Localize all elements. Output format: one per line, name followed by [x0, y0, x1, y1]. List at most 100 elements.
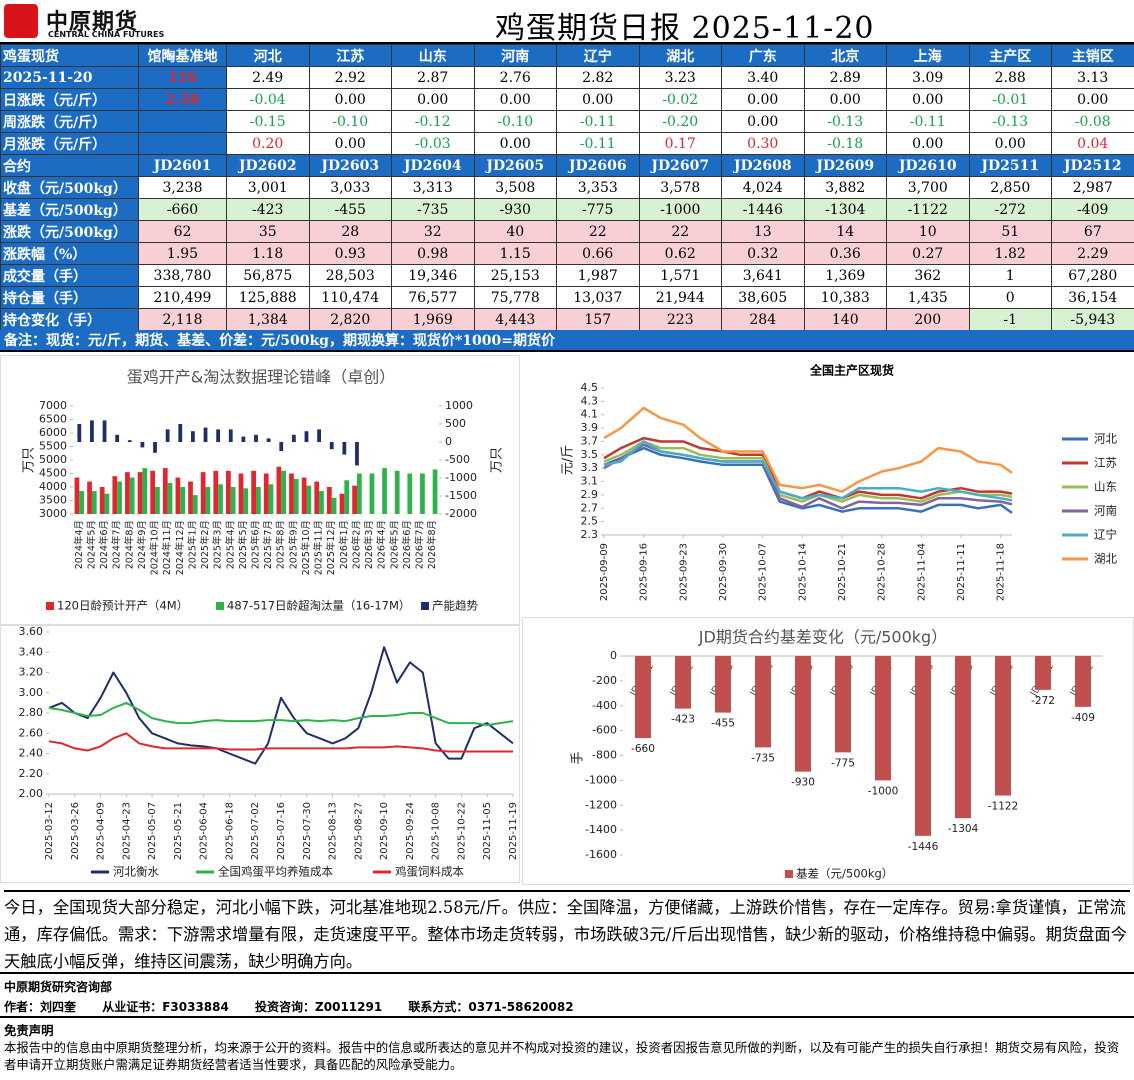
x-tick-label: 2025年4月 [224, 520, 236, 569]
table-cell: 40 [473, 220, 557, 243]
table-cell: 0.00 [886, 88, 970, 111]
y-tick-label: -1500 [445, 489, 477, 502]
bar [115, 434, 120, 442]
x-tick-label: 2025年2月 [199, 520, 211, 569]
table-cell: 日涨跌（元/斤） [0, 88, 139, 111]
table-row: 涨跌幅（%） 1.95 1.18 0.93 0.98 1.15 0.66 0.62 0.32 0.… [0, 242, 1134, 265]
y-tick-label: 3.1 [581, 475, 599, 488]
table-cell: 合约 [0, 154, 139, 177]
x-tick-label: 2025-08-27 [353, 802, 364, 860]
table-cell: 2.82 [556, 66, 640, 89]
table-cell: 110,474 [308, 286, 392, 309]
table-cell: 0.93 [308, 242, 392, 265]
x-tick-label: 2025年7月 [262, 520, 274, 569]
y-tick-label: 2.60 [19, 726, 44, 739]
x-tick-label: 2026年5月 [388, 520, 400, 569]
y-tick-label: -500 [445, 453, 470, 466]
table-cell: 0.00 [556, 88, 640, 111]
table-cell: -5,943 [1051, 308, 1134, 331]
table-cell: 3.40 [721, 66, 805, 89]
table-cell: 0.66 [556, 242, 640, 265]
y2-axis-label: 万只 [490, 447, 505, 473]
chart: JD期货合约基差变化（元/500kg） -1600 -1400 -1200 -1000 -… [522, 617, 1134, 885]
legend-label: 辽宁 [1094, 528, 1117, 542]
x-tick-label: 2026年7月 [414, 520, 426, 569]
bar [1075, 656, 1091, 707]
table-cell: 0.00 [391, 88, 475, 111]
table-cell: 1 [968, 264, 1052, 287]
bar [329, 442, 334, 450]
x-tick-label: 2025-10-07 [758, 543, 769, 601]
bar [317, 429, 321, 442]
table-cell: 32 [391, 220, 475, 243]
table-row: 合约 JD2601 JD2602 JD2603 JD2604 JD2605 JD2606 JD… [0, 154, 1134, 177]
data-label: -272 [1031, 695, 1055, 707]
bar [266, 438, 271, 442]
table-cell: 2.76 [473, 66, 557, 89]
bar [955, 656, 971, 819]
table-cell: -0.11 [886, 110, 970, 133]
bar [213, 470, 219, 514]
x-tick-label: 2026年3月 [363, 520, 375, 569]
bar [104, 493, 110, 514]
y-tick-label: -2000 [445, 507, 477, 520]
header: 中原期货 CENTRAL CHINA FUTURES 鸡蛋期货日报 2025-1… [0, 0, 1134, 46]
legend-label: 河北 [1094, 432, 1117, 446]
x-tick-label: 2025-03-26 [70, 802, 81, 860]
table-cell: 1,969 [391, 308, 475, 331]
table-cell: JD2601 [138, 154, 227, 177]
bar [77, 424, 82, 442]
table-cell: 2,820 [308, 308, 392, 331]
table-cell: 21,944 [638, 286, 722, 309]
bar [319, 491, 324, 514]
table-cell: 0.00 [308, 132, 392, 155]
table-cell: -0.11 [556, 110, 640, 133]
table-cell: 北京 [803, 44, 887, 67]
table-cell: -0.02 [638, 88, 722, 111]
y-tick-label: 3.20 [19, 666, 44, 679]
x-tick-label: 2025-10-22 [456, 802, 467, 860]
table-cell: -0.11 [556, 132, 640, 155]
table-cell: 0.36 [803, 242, 887, 265]
y-tick-label: -1600 [585, 848, 617, 861]
legend-label: 487-517日龄超淘汰量（16-17M） [227, 599, 410, 613]
series-line [48, 646, 514, 765]
legend-label: 基差（元/500kg） [796, 867, 893, 881]
bar [243, 488, 249, 514]
table-cell: 收盘（元/500kg） [0, 176, 139, 199]
table-cell: 0.32 [721, 242, 805, 265]
bar [339, 493, 345, 514]
bar [180, 487, 186, 514]
series-line [603, 440, 1013, 503]
x-tick-label: 2025-04-09 [96, 802, 107, 860]
table-cell: 2.29 [1051, 242, 1134, 265]
table-cell: 28,503 [308, 264, 392, 287]
series-line [48, 732, 513, 753]
table-cell: 1.15 [473, 242, 557, 265]
y-tick-label: 0 [610, 649, 617, 662]
bar [167, 482, 173, 514]
table-cell: 116 [138, 66, 227, 89]
x-tick-label: 2025-09-10 [379, 802, 390, 860]
data-label: -775 [831, 757, 855, 769]
bar [230, 487, 236, 514]
y-tick-label: 4000 [39, 480, 67, 493]
table-cell: 1,987 [556, 264, 640, 287]
table-row: 鸡蛋现货 馆陶基准地 河北 江苏 山东 河南 辽宁 湖北 广东 北京 上海 主产区 主销区 [0, 44, 1134, 67]
bar [256, 487, 261, 514]
table-cell: 鸡蛋现货 [0, 44, 139, 67]
bar [715, 656, 731, 713]
table-cell: 2.92 [308, 66, 392, 89]
table-cell: 2.49 [226, 66, 310, 89]
legend-label: 产能趋势 [432, 599, 478, 613]
author: 作者：刘四奎 [4, 1000, 77, 1014]
table-cell: 馆陶基准地 [138, 44, 227, 67]
bar [79, 491, 85, 514]
table-cell: 62 [138, 220, 227, 243]
x-tick-label: 2025年3月 [212, 520, 224, 569]
table-cell: 3,882 [803, 176, 887, 199]
table-cell: 0.00 [886, 132, 970, 155]
chart: 全国主产区现货 2.32.52.72.93.13.33.53.73.94.14.3… [561, 363, 1118, 602]
bar [200, 472, 206, 514]
table-cell: -0.13 [803, 110, 887, 133]
